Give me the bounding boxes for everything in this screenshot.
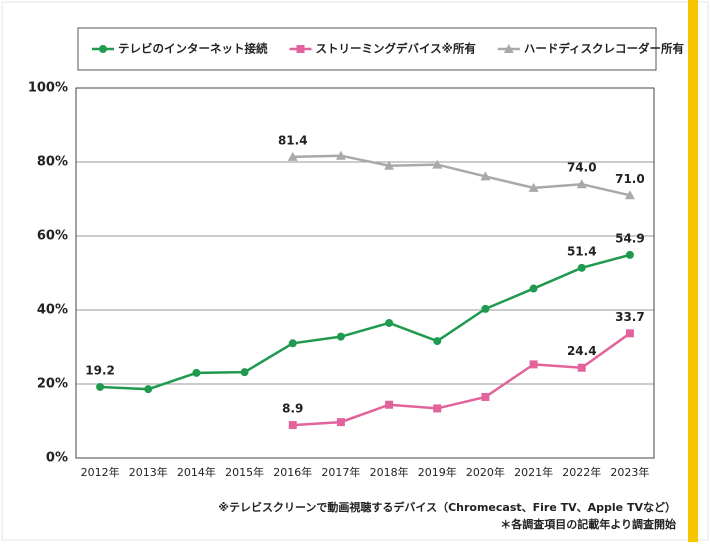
point: [296, 45, 305, 53]
point: [336, 332, 345, 341]
point: [503, 44, 514, 53]
point: [385, 318, 394, 327]
point: [433, 337, 442, 346]
data-label: 33.7: [615, 310, 645, 324]
side-bar: [688, 0, 698, 542]
point: [335, 150, 346, 160]
x-tick-label: 2018年: [370, 465, 409, 479]
point: [480, 171, 491, 181]
data-label: 8.9: [282, 402, 303, 416]
point: [481, 304, 490, 313]
point: [288, 421, 297, 430]
point: [96, 382, 105, 391]
point: [528, 182, 539, 192]
x-tick-label: 2014年: [177, 465, 216, 479]
point: [529, 284, 538, 293]
plot-border: [75, 87, 655, 459]
point: [192, 368, 201, 377]
data-label: 24.4: [567, 344, 597, 358]
data-label: 51.4: [567, 244, 597, 258]
legend-label: テレビのインターネット接続: [118, 42, 268, 56]
series-line: [100, 253, 631, 391]
data-label: 54.9: [615, 231, 645, 245]
point: [384, 160, 395, 170]
point: [432, 159, 443, 169]
point: [625, 250, 634, 259]
footnote: ＊各調査項目の記載年より調査開始: [500, 517, 676, 531]
y-tick-label: 0%: [46, 451, 68, 466]
point: [576, 179, 587, 189]
x-tick-label: 2019年: [418, 465, 457, 479]
point: [625, 329, 634, 338]
series-line: [292, 332, 631, 427]
x-tick-label: 2021年: [514, 465, 553, 479]
data-label: 71.0: [615, 172, 645, 186]
point: [433, 404, 442, 413]
y-tick-label: 40%: [37, 303, 68, 318]
legend-label: ハードディスクレコーダー所有: [524, 42, 685, 56]
y-tick-label: 80%: [37, 155, 68, 170]
point: [287, 151, 298, 161]
point: [144, 385, 153, 394]
point: [336, 418, 345, 427]
x-tick-label: 2017年: [321, 465, 360, 479]
x-tick-label: 2012年: [81, 465, 120, 479]
legend-box: [77, 27, 657, 71]
point: [288, 339, 297, 348]
point: [577, 363, 586, 372]
y-tick-label: 60%: [37, 229, 68, 244]
point: [240, 368, 249, 377]
x-tick-label: 2016年: [273, 465, 312, 479]
legend-label: ストリーミングデバイス※所有: [316, 42, 477, 56]
footnote: ※テレビスクリーンで動画視聴するデバイス（Chromecast、Fire TV、…: [218, 500, 676, 514]
point: [385, 400, 394, 409]
x-tick-label: 2020年: [466, 465, 505, 479]
data-label: 74.0: [567, 161, 597, 175]
x-tick-label: 2013年: [129, 465, 168, 479]
point: [481, 392, 490, 401]
data-label: 19.2: [85, 363, 115, 377]
series-line: [292, 154, 631, 197]
point: [99, 45, 107, 53]
x-tick-label: 2022年: [562, 465, 601, 479]
x-tick-label: 2023年: [610, 465, 649, 479]
y-tick-label: 20%: [37, 377, 68, 392]
y-tick-label: 100%: [28, 81, 68, 96]
x-tick-label: 2015年: [225, 465, 264, 479]
point: [529, 360, 538, 369]
data-label: 81.4: [278, 133, 308, 147]
point: [624, 190, 635, 200]
point: [577, 263, 586, 272]
